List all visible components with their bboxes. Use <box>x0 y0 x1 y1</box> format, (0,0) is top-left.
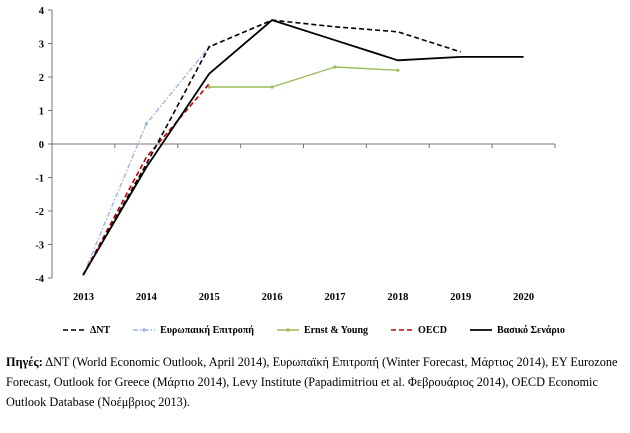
y-tick-label: 0 <box>39 140 44 151</box>
x-tick-label: 2015 <box>199 292 220 303</box>
legend-swatch <box>391 329 414 331</box>
series-point <box>396 68 400 72</box>
series-3 <box>82 83 210 275</box>
legend-label: Βασικό Σενάριο <box>496 324 565 336</box>
series-4 <box>82 19 524 276</box>
x-tick-label: 2019 <box>450 292 471 303</box>
legend-label: ΔΝΤ <box>90 324 111 336</box>
series-line <box>82 19 461 275</box>
series-line <box>82 46 210 275</box>
series-0 <box>82 19 461 275</box>
legend-label: Ernst & Young <box>303 324 369 336</box>
legend-item: Ernst & Young <box>276 325 368 336</box>
y-tick-label: -1 <box>35 174 44 185</box>
x-tick-label: 2016 <box>262 292 283 303</box>
chart-series <box>81 19 524 277</box>
source-label: Πηγές: <box>6 355 43 369</box>
legend-item: ΔΝΤ <box>62 325 110 336</box>
series-line <box>209 66 398 88</box>
series-2 <box>207 65 400 89</box>
legend-item: Ευρωπαική Επιτροπή <box>132 325 254 336</box>
legend-label: OECD <box>418 324 447 336</box>
source-text: ΔΝΤ (World Economic Outlook, April 2014)… <box>6 355 618 409</box>
y-tick-label: 1 <box>39 107 44 118</box>
series-point <box>207 85 211 89</box>
x-tick-label: 2014 <box>136 292 158 303</box>
chart-legend: ΔΝΤ Ευρωπαική Επιτροπή Ernst & Young OECD Βα… <box>62 320 582 340</box>
y-tick-label: -4 <box>35 274 44 285</box>
line-chart: 4 3 2 1 0 -1 -2 -3 -4 2013 2014 2015 2016 2017 2018 201… <box>35 6 556 303</box>
legend-swatch <box>276 328 299 332</box>
series-point <box>270 85 274 89</box>
y-tick-label: 4 <box>39 6 45 17</box>
series-line <box>82 19 524 276</box>
x-tick-label: 2017 <box>324 292 345 303</box>
chart-axes: 4 3 2 1 0 -1 -2 -3 -4 2013 2014 2015 2016 2017 2018 201… <box>35 6 556 303</box>
series-point <box>144 122 148 126</box>
y-tick-label: 2 <box>39 73 44 84</box>
legend-swatch <box>133 328 156 332</box>
series-line <box>82 83 210 275</box>
y-tick-label: 3 <box>39 40 44 51</box>
x-tick-label: 2018 <box>387 292 408 303</box>
y-tick-label: -2 <box>35 207 44 218</box>
y-tick-label: -3 <box>35 241 44 252</box>
series-point <box>333 65 337 69</box>
legend-swatch <box>63 329 85 331</box>
x-tick-label: 2020 <box>513 292 534 303</box>
series-1 <box>81 45 211 277</box>
legend-item: OECD <box>390 325 447 336</box>
legend-label: Ευρωπαική Επιτροπή <box>160 324 254 336</box>
legend-swatch <box>469 329 492 331</box>
x-tick-label: 2013 <box>73 292 94 303</box>
legend-item: Βασικό Σενάριο <box>469 325 565 336</box>
source-note: Πηγές: ΔΝΤ (World Economic Outlook, Apri… <box>6 352 624 412</box>
